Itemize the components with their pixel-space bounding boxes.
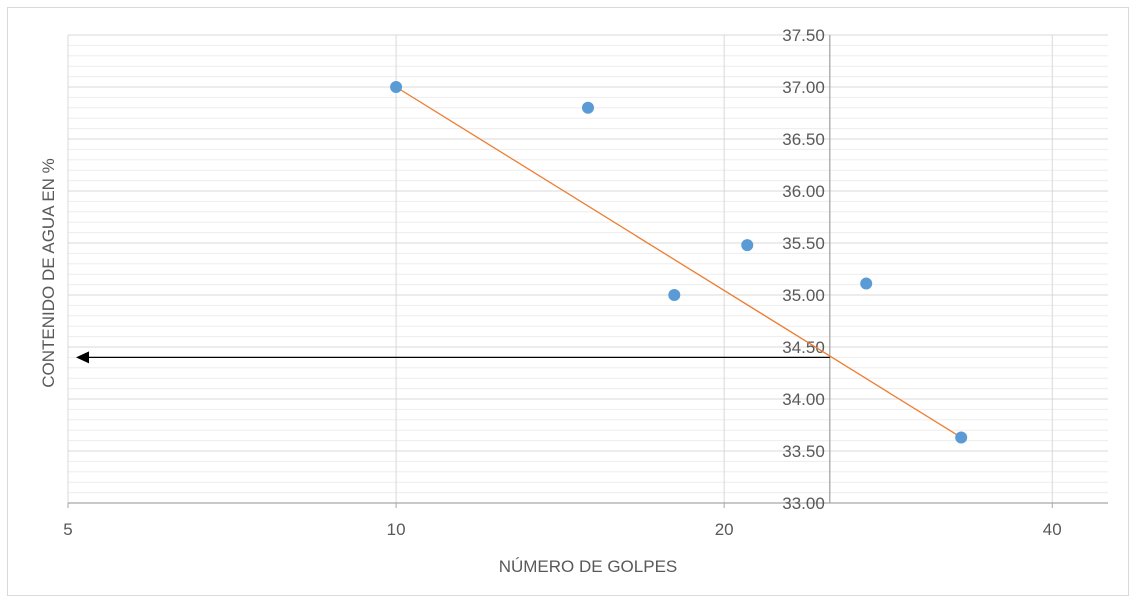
y-tick-labels: 33.00 33.50 34.00 34.50 35.00 35.50 36.00 36.50… [782, 26, 825, 513]
y-tick-label: 37.50 [782, 26, 825, 45]
x-tick-label: 40 [1043, 520, 1062, 539]
data-point [582, 101, 594, 114]
data-point [860, 277, 873, 290]
x-tick-label: 20 [715, 520, 734, 539]
trend-line-series [395, 86, 962, 439]
x-axis-title: NÚMERO DE GOLPES [499, 557, 678, 576]
axes [67, 35, 1108, 508]
chart-svg: 33.00 33.50 34.00 34.50 35.00 35.50 36.00 36.50… [39, 26, 1108, 576]
data-point [741, 239, 754, 252]
x-tick-labels: 5 10 20 40 [63, 520, 1061, 539]
annotations [76, 351, 830, 364]
data-point [390, 81, 403, 93]
y-tick-label: 37.00 [782, 78, 825, 97]
y-axis-title: CONTENIDO DE AGUA EN % [39, 158, 58, 388]
y-tick-label: 34.00 [782, 390, 825, 409]
trend-line [395, 86, 962, 439]
y-tick-label: 36.50 [782, 130, 825, 149]
data-point [668, 289, 681, 301]
y-tick-label: 33.00 [782, 494, 825, 513]
y-tick-label: 36.00 [782, 182, 825, 201]
scatter-series [390, 81, 968, 444]
x-tick-label: 5 [63, 520, 72, 539]
y-tick-label: 35.50 [782, 234, 825, 253]
y-tick-label: 35.00 [782, 286, 825, 305]
chart-area: 33.00 33.50 34.00 34.50 35.00 35.50 36.00 36.50… [7, 7, 1129, 596]
arrow-head-icon [76, 351, 89, 364]
y-tick-label: 34.50 [782, 338, 825, 357]
y-tick-label: 33.50 [782, 442, 825, 461]
data-point [955, 431, 968, 444]
x-tick-label: 10 [387, 520, 406, 539]
